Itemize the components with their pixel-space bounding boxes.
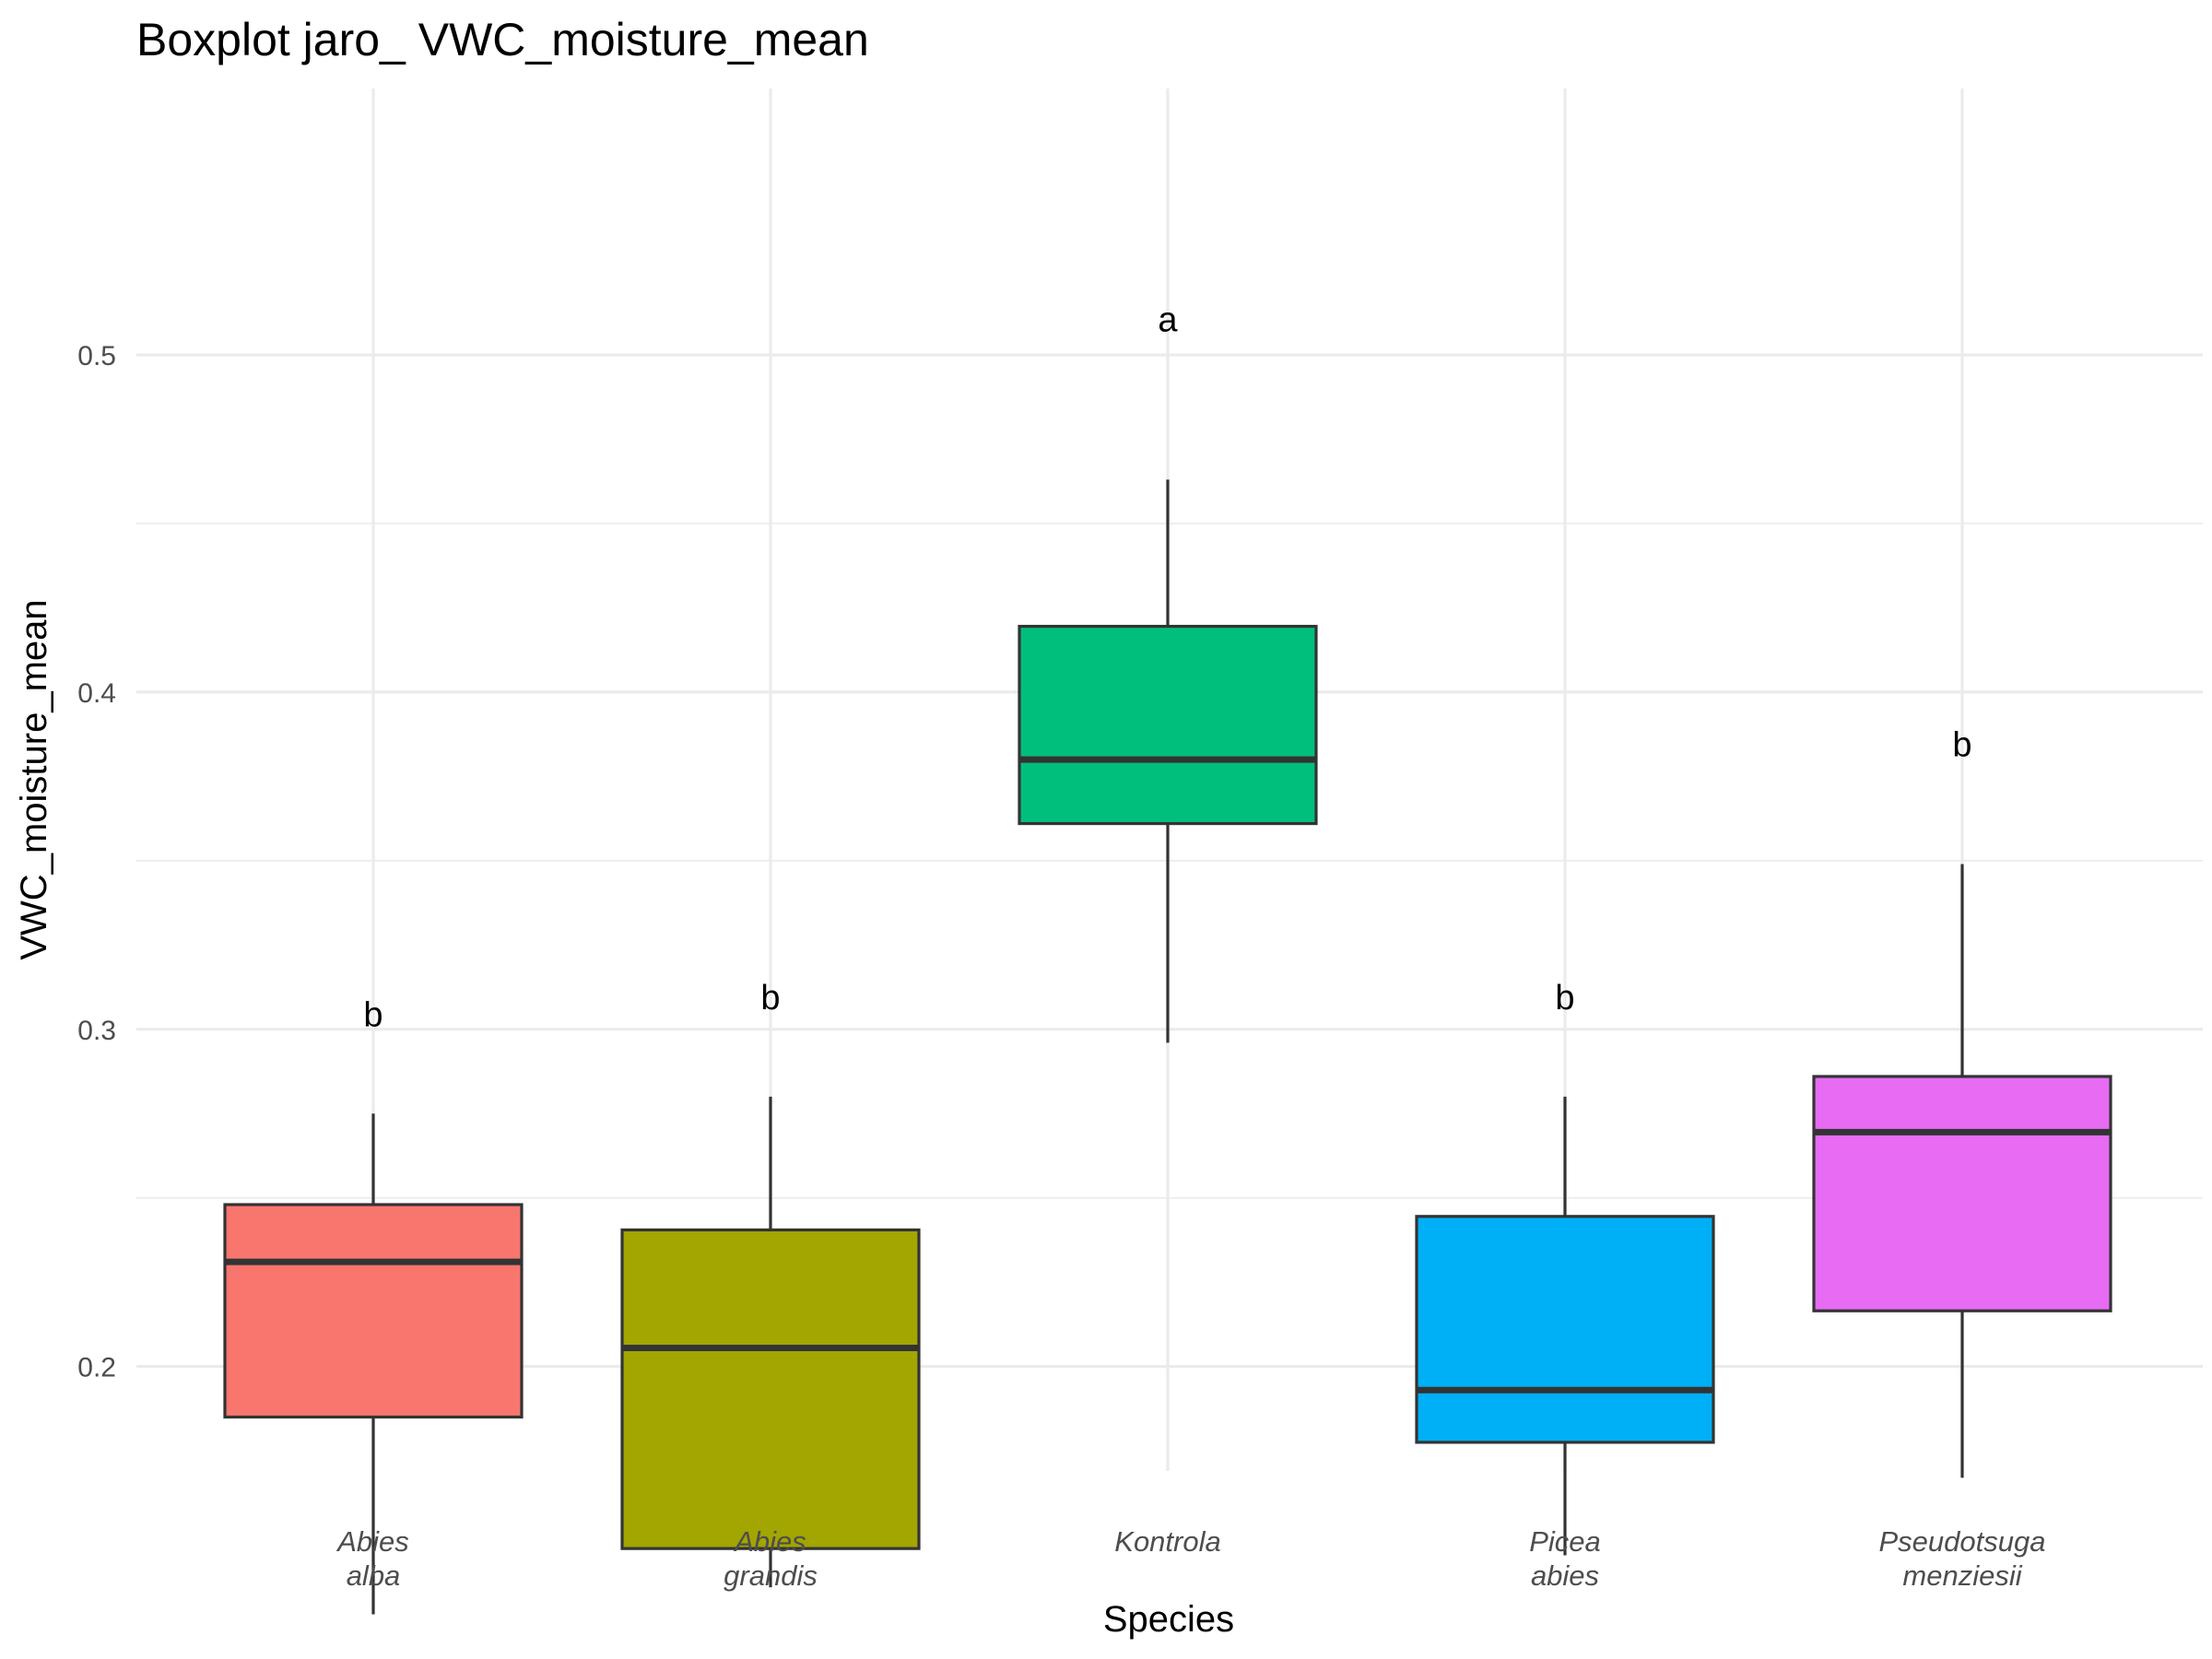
group-letters: b b a b b <box>363 301 1971 1035</box>
y-axis-ticks: 0.2 0.3 0.4 0.5 <box>77 341 116 1383</box>
x-tick-label: Abies grandis <box>724 1525 818 1592</box>
y-tick-label: 0.2 <box>77 1353 116 1383</box>
box-group <box>1812 864 2112 1478</box>
chart-title: Boxplot jaro_ VWC_moisture_mean <box>136 14 869 65</box>
box-group <box>1415 1096 1715 1556</box>
group-letter: b <box>760 979 780 1018</box>
box-group <box>620 1096 921 1588</box>
box-rect <box>620 1228 921 1550</box>
x-tick-label: Picea abies <box>1529 1525 1601 1592</box>
y-tick-label: 0.5 <box>77 341 116 371</box>
box-rect <box>1812 1075 2112 1312</box>
y-tick-label: 0.3 <box>77 1016 116 1046</box>
y-tick-label: 0.4 <box>77 678 116 709</box>
box-rect <box>1415 1215 1715 1444</box>
x-tick-label: Kontrola <box>1114 1525 1220 1558</box>
x-axis-ticks: Abies alba Abies grandis Kontrola Picea abies P… <box>335 1525 2045 1592</box>
box-rect <box>223 1203 524 1419</box>
group-letter: b <box>1952 726 1971 765</box>
group-letter: b <box>363 995 382 1034</box>
boxes <box>223 479 2112 1615</box>
box-group <box>223 1113 524 1615</box>
box-rect <box>1018 624 1318 826</box>
x-axis-title: Species <box>1103 1599 1234 1640</box>
y-axis-title: VWC_moisture_mean <box>14 599 54 959</box>
x-tick-label: Abies alba <box>335 1525 409 1592</box>
box-group <box>1018 479 1318 1043</box>
x-tick-label: Pseudotsuga menziesii <box>1879 1525 2046 1592</box>
group-letter: b <box>1555 979 1574 1018</box>
group-letter: a <box>1158 301 1178 340</box>
